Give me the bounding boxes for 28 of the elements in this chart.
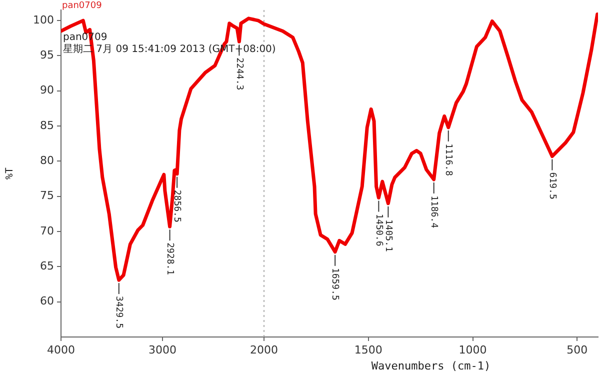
x-tick-label: 1500 (354, 343, 382, 356)
annotation: 1450.6 (373, 214, 384, 246)
annotation: 619.5 (546, 172, 557, 200)
annotation: 3429.5 (114, 296, 124, 329)
annotation: 1186.4 (428, 195, 438, 228)
annotation: 1405.1 (382, 219, 393, 252)
y-tick-label: 85 (40, 118, 54, 132)
x-axis-title: Wavenumbers (cm-1) (371, 359, 491, 372)
annotation: 1116.8 (443, 143, 454, 176)
x-tick-label: 2000 (250, 343, 278, 356)
y-tick-label: 70 (40, 224, 54, 238)
annotation: 2856.5 (172, 190, 182, 222)
y-tick-label: 60 (40, 294, 54, 308)
y-tick-label: 100 (32, 13, 54, 26)
chart-title: pan0709 (62, 0, 102, 11)
annotation: 1659.5 (330, 268, 340, 300)
y-tick-label: 95 (40, 48, 54, 62)
x-tick-label: 4000 (46, 343, 75, 356)
x-tick-label: 3000 (148, 343, 176, 356)
y-tick-label: 75 (40, 189, 54, 202)
x-tick-label: 1000 (458, 343, 487, 356)
y-axis-title: %T (4, 167, 16, 180)
x-tick-label: 500 (566, 343, 588, 356)
y-tick-label: 90 (40, 84, 54, 97)
y-tick-label: 65 (40, 260, 54, 273)
annotation: 2928.1 (164, 242, 174, 276)
annotation: 2244.3 (234, 58, 244, 90)
y-tick-label: 80 (40, 154, 54, 168)
